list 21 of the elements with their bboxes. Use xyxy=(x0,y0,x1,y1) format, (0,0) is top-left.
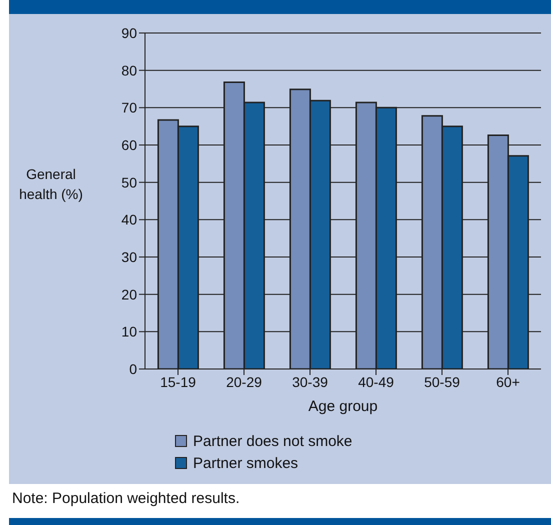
y-tick-label: 90 xyxy=(121,24,138,41)
x-tick-label: 50-59 xyxy=(424,374,460,390)
y-tick-label: 10 xyxy=(121,324,138,340)
x-tick-label: 15-19 xyxy=(160,374,196,390)
x-tick-label: 60+ xyxy=(496,374,520,390)
legend-label: Partner smokes xyxy=(192,454,300,474)
legend-label: Partner does not smoke xyxy=(192,432,352,452)
y-tick-label: 80 xyxy=(121,62,138,78)
y-tick-label: 30 xyxy=(121,248,138,265)
x-tick-label: 20-29 xyxy=(226,374,262,390)
y-tick-label: 70 xyxy=(121,100,138,116)
y-tick-label: 60 xyxy=(121,136,138,153)
x-tick-label: 30-39 xyxy=(292,374,328,390)
x-axis-title: Age group xyxy=(308,398,378,415)
y-tick-label: 0 xyxy=(129,360,138,377)
x-tick-label: 40-49 xyxy=(358,374,394,390)
y-axis-title: General health (%) xyxy=(18,165,84,204)
y-tick-label: 40 xyxy=(121,212,138,228)
y-tick-label: 50 xyxy=(121,174,138,190)
text: Note: Population weighted results. xyxy=(12,490,240,507)
y-tick-label: 20 xyxy=(121,286,138,302)
